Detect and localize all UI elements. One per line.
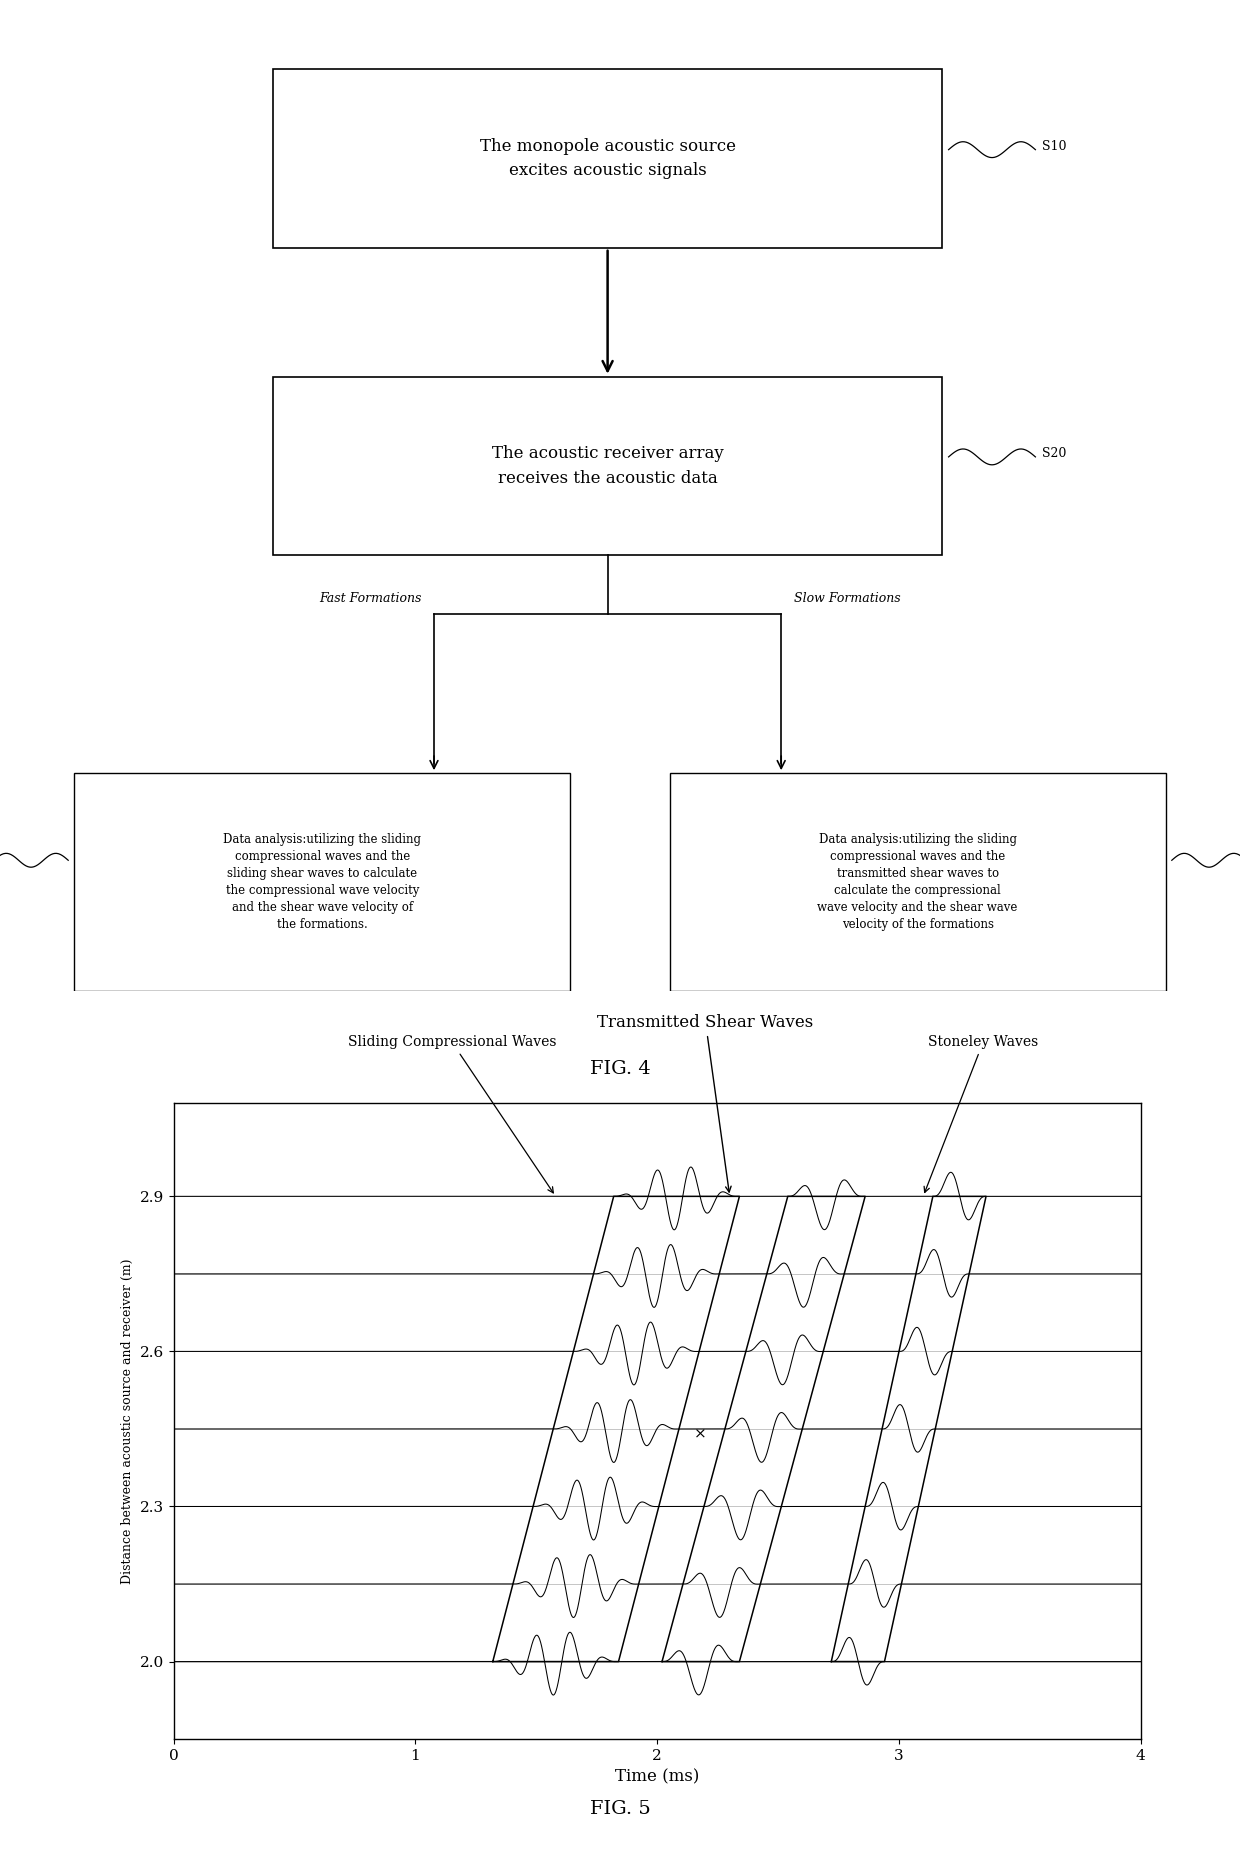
FancyBboxPatch shape xyxy=(74,772,570,991)
Text: Transmitted Shear Waves: Transmitted Shear Waves xyxy=(598,1014,813,1191)
Text: Sliding Compressional Waves: Sliding Compressional Waves xyxy=(347,1036,557,1193)
FancyBboxPatch shape xyxy=(670,772,1166,991)
Text: Data analysis:utilizing the sliding
compressional waves and the
transmitted shea: Data analysis:utilizing the sliding comp… xyxy=(817,832,1018,931)
Text: Stoneley Waves: Stoneley Waves xyxy=(924,1036,1038,1193)
Y-axis label: Distance between acoustic source and receiver (m): Distance between acoustic source and rec… xyxy=(122,1259,134,1584)
Text: The acoustic receiver array
receives the acoustic data: The acoustic receiver array receives the… xyxy=(492,445,723,486)
FancyBboxPatch shape xyxy=(273,69,942,249)
Text: FIG. 5: FIG. 5 xyxy=(590,1799,650,1818)
Text: S10: S10 xyxy=(1042,140,1066,153)
Text: FIG. 4: FIG. 4 xyxy=(590,1060,650,1079)
X-axis label: Time (ms): Time (ms) xyxy=(615,1769,699,1786)
Text: Slow Formations: Slow Formations xyxy=(794,591,900,604)
Text: Fast Formations: Fast Formations xyxy=(319,591,422,604)
Text: Data analysis:utilizing the sliding
compressional waves and the
sliding shear wa: Data analysis:utilizing the sliding comp… xyxy=(223,832,422,931)
Text: S20: S20 xyxy=(1042,447,1066,460)
Text: ×: × xyxy=(694,1427,707,1442)
FancyBboxPatch shape xyxy=(273,376,942,555)
Text: The monopole acoustic source
excites acoustic signals: The monopole acoustic source excites aco… xyxy=(480,138,735,180)
